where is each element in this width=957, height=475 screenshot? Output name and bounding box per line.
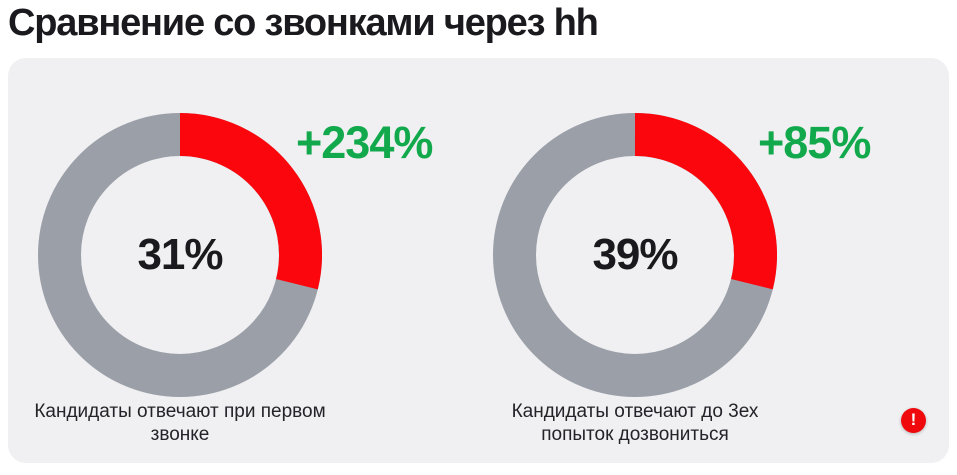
exclamation-icon: ! — [910, 410, 917, 429]
donut-caption-three-attempts: Кандидаты отвечают до 3ех попыток дозвон… — [465, 400, 805, 446]
alert-badge[interactable]: ! — [901, 408, 926, 433]
caption-line: Кандидаты отвечают до 3ех — [511, 401, 759, 422]
donut-ring — [38, 113, 322, 397]
caption-line: Кандидаты отвечают при первом — [34, 401, 326, 422]
donut-chart-first-call: 31% — [38, 113, 322, 397]
donut-caption-first-call: Кандидаты отвечают при первом звонке — [10, 400, 350, 446]
uplift-label-three-attempts: +85% — [758, 117, 871, 168]
uplift-label-first-call: +234% — [296, 117, 433, 168]
page-title: Сравнение со звонками через hh — [8, 2, 599, 44]
caption-line: попыток дозвониться — [541, 424, 729, 445]
caption-line: звонке — [150, 424, 210, 445]
donut-ring — [493, 113, 777, 397]
comparison-card: 31% +234% Кандидаты отвечают при первом … — [8, 58, 949, 463]
donut-value-label: 39% — [592, 230, 678, 279]
donut-chart-three-attempts: 39% — [493, 113, 777, 397]
donut-value-label: 31% — [137, 230, 223, 279]
